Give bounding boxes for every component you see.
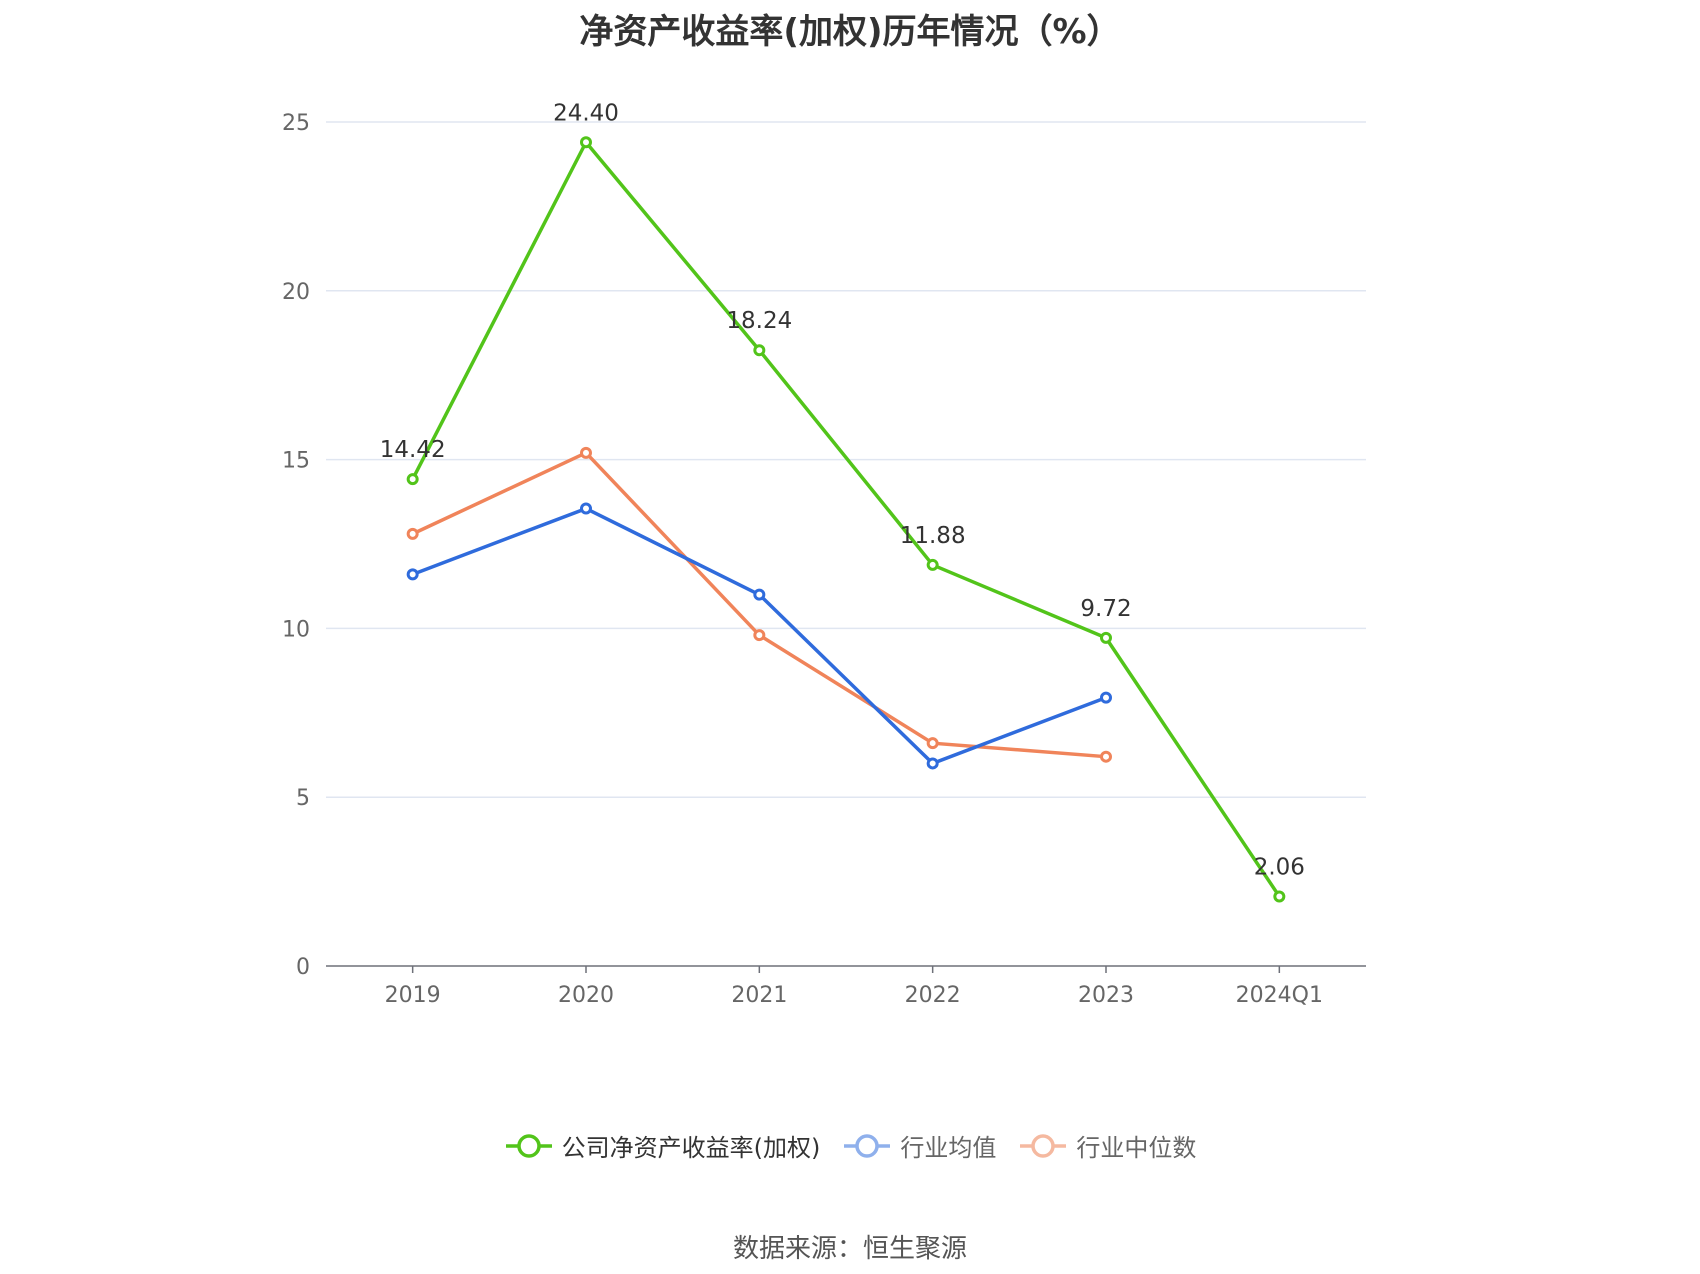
y-tick-label-25: 25 — [282, 111, 310, 136]
data-label-2023: 9.72 — [1080, 596, 1131, 622]
legend-item-2[interactable]: 行业中位数 — [1018, 1128, 1196, 1163]
point-s2-2020[interactable] — [580, 446, 592, 459]
legend-item-0[interactable]: 公司净资产收益率(加权) — [504, 1128, 821, 1163]
data-label-2020: 24.40 — [553, 100, 619, 126]
y-tick-label-20: 20 — [282, 280, 310, 305]
chart-title: 净资产收益率(加权)历年情况（%） — [579, 12, 1121, 52]
axes: 0 5 10 15 20 25 2019 2020 2021 2022 2023 2024Q1 — [282, 111, 1366, 1008]
point-s0-2022[interactable] — [926, 558, 939, 571]
data-labels: 14.42 24.40 18.24 11.88 9.72 2.06 — [380, 100, 1305, 880]
point-s1-2023[interactable] — [1100, 691, 1112, 704]
point-s0-2019[interactable] — [406, 473, 419, 486]
x-tick-label-2019: 2019 — [385, 983, 441, 1008]
point-s0-2021[interactable] — [753, 344, 766, 357]
legend-marker-icon — [1020, 1133, 1067, 1158]
point-s2-2021[interactable] — [753, 629, 766, 642]
x-tick-label-2023: 2023 — [1078, 983, 1134, 1008]
data-label-2021: 18.24 — [726, 308, 792, 334]
legend-label: 公司净资产收益率(加权) — [561, 1134, 821, 1162]
y-tick-label-0: 0 — [296, 955, 310, 980]
data-source: 数据来源：恒生聚源 — [732, 1234, 967, 1264]
legend-label: 行业均值 — [900, 1134, 997, 1162]
legend-item-1[interactable]: 行业均值 — [842, 1128, 996, 1163]
legend-marker-icon — [844, 1133, 891, 1158]
point-s0-2024Q1[interactable] — [1273, 890, 1286, 903]
chart-plot: 0 5 10 15 20 25 2019 2020 2021 2022 2023 2024Q1 14.… — [282, 100, 1366, 1008]
point-s1-2020[interactable] — [580, 502, 592, 515]
legend-label: 行业中位数 — [1076, 1134, 1197, 1162]
legend: 公司净资产收益率(加权) 行业均值 行业中位数 — [0, 1128, 1700, 1163]
y-tick-label-5: 5 — [296, 786, 310, 811]
point-s2-2022[interactable] — [926, 737, 939, 750]
data-label-2024Q1: 2.06 — [1254, 854, 1305, 880]
series-line-2 — [411, 451, 1107, 759]
y-tick-label-15: 15 — [282, 449, 310, 474]
point-s2-2023[interactable] — [1100, 750, 1112, 763]
x-tick-label-2022: 2022 — [905, 983, 961, 1008]
point-s0-2023[interactable] — [1100, 631, 1112, 644]
data-label-2022: 11.88 — [900, 523, 966, 549]
x-tick-label-2024Q1: 2024Q1 — [1236, 983, 1323, 1008]
legend-marker-icon — [505, 1133, 552, 1158]
series-line-0 — [411, 140, 1281, 898]
data-label-2019: 14.42 — [380, 437, 446, 463]
point-s1-2022[interactable] — [926, 757, 939, 770]
x-tick-label-2020: 2020 — [558, 983, 614, 1008]
point-s1-2021[interactable] — [753, 588, 766, 601]
y-tick-label-10: 10 — [282, 617, 310, 642]
series-lines — [406, 136, 1286, 903]
point-s2-2019[interactable] — [406, 527, 419, 540]
x-tick-label-2021: 2021 — [731, 983, 787, 1008]
point-s0-2020[interactable] — [580, 136, 592, 149]
point-s1-2019[interactable] — [406, 568, 419, 581]
